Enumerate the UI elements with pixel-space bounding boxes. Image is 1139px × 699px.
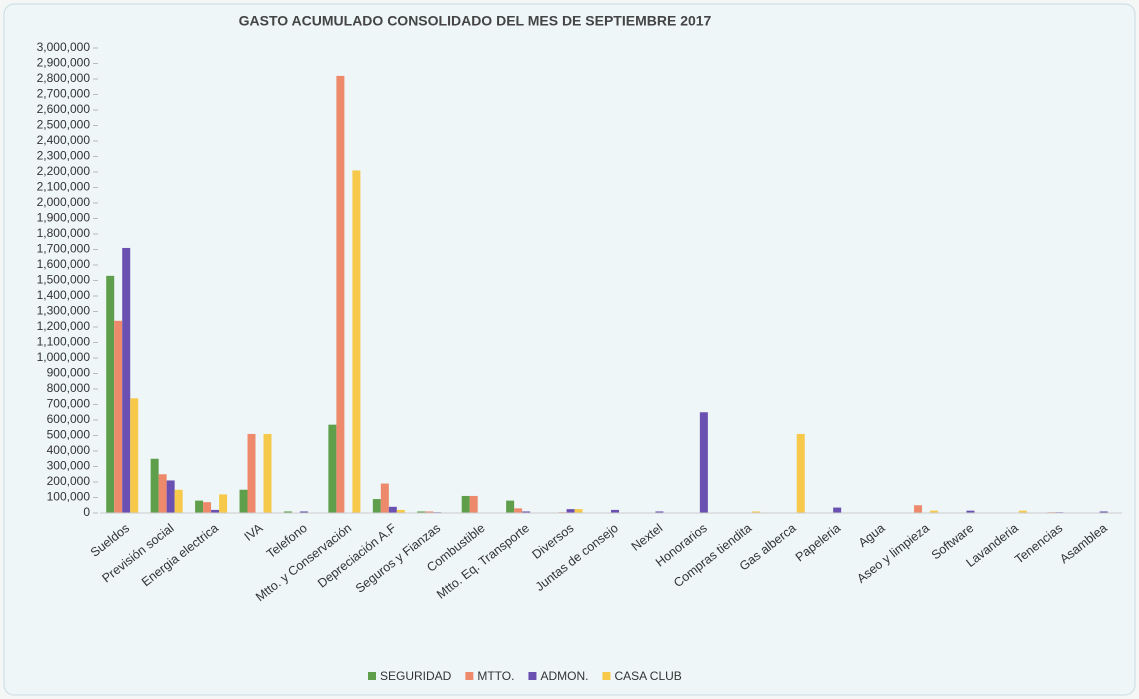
legend-label: ADMON. bbox=[540, 669, 588, 683]
legend-label: MTTO. bbox=[477, 669, 514, 683]
y-tick-label: 800,000 bbox=[47, 381, 91, 395]
bar bbox=[752, 511, 761, 513]
y-tick-label: 700,000 bbox=[47, 397, 91, 411]
y-tick-label: 1,200,000 bbox=[37, 319, 91, 333]
bar bbox=[699, 412, 708, 513]
y-tick-label: 1,700,000 bbox=[37, 242, 91, 256]
bar bbox=[930, 510, 939, 513]
bar bbox=[655, 511, 664, 513]
y-tick-label: 100,000 bbox=[47, 490, 91, 504]
y-tick-label: 1,900,000 bbox=[37, 211, 91, 225]
bar bbox=[239, 489, 248, 513]
bar bbox=[469, 495, 478, 513]
bar bbox=[211, 509, 220, 513]
chart-background bbox=[3, 3, 1136, 696]
bar bbox=[247, 433, 256, 513]
legend-swatch bbox=[368, 672, 376, 680]
bar bbox=[283, 511, 292, 513]
bar bbox=[566, 509, 575, 513]
y-tick-label: 600,000 bbox=[47, 412, 91, 426]
bar bbox=[158, 474, 167, 513]
bar bbox=[166, 480, 175, 513]
legend-label: SEGURIDAD bbox=[380, 669, 452, 683]
chart-title: GASTO ACUMULADO CONSOLIDADO DEL MES DE S… bbox=[239, 13, 712, 29]
bar bbox=[336, 75, 345, 514]
bar bbox=[130, 398, 139, 513]
y-tick-label: 2,900,000 bbox=[37, 56, 91, 70]
y-tick-label: 900,000 bbox=[47, 366, 91, 380]
y-tick-label: 1,400,000 bbox=[37, 288, 91, 302]
bar bbox=[328, 424, 337, 513]
bar bbox=[219, 494, 228, 513]
bar bbox=[114, 320, 123, 513]
y-tick-label: 3,000,000 bbox=[37, 40, 91, 54]
y-tick-label: 2,700,000 bbox=[37, 87, 91, 101]
bar bbox=[195, 500, 204, 513]
y-tick-label: 2,500,000 bbox=[37, 118, 91, 132]
y-tick-label: 0 bbox=[83, 505, 90, 519]
bar bbox=[522, 511, 531, 513]
y-tick-label: 1,500,000 bbox=[37, 273, 91, 287]
bar bbox=[150, 458, 159, 513]
bar bbox=[417, 511, 426, 513]
y-tick-label: 400,000 bbox=[47, 443, 91, 457]
y-tick-label: 2,100,000 bbox=[37, 180, 91, 194]
y-tick-label: 1,800,000 bbox=[37, 226, 91, 240]
bar bbox=[396, 509, 405, 513]
bar bbox=[914, 505, 923, 513]
bar bbox=[388, 506, 397, 513]
bar bbox=[372, 499, 381, 513]
bar bbox=[506, 500, 515, 513]
bar bbox=[263, 433, 272, 513]
y-tick-label: 1,100,000 bbox=[37, 335, 91, 349]
bar bbox=[106, 275, 115, 513]
y-tick-label: 2,200,000 bbox=[37, 164, 91, 178]
bar bbox=[1018, 510, 1027, 513]
bar bbox=[461, 495, 470, 513]
bar bbox=[203, 502, 212, 513]
y-tick-label: 200,000 bbox=[47, 474, 91, 488]
legend-label: CASA CLUB bbox=[614, 669, 681, 683]
legend-swatch bbox=[528, 672, 537, 680]
bar bbox=[352, 170, 361, 513]
y-tick-label: 2,000,000 bbox=[37, 195, 91, 209]
bar bbox=[574, 509, 583, 513]
y-tick-label: 1,300,000 bbox=[37, 304, 91, 318]
bar bbox=[833, 507, 842, 513]
bar bbox=[425, 511, 434, 513]
bar bbox=[514, 508, 523, 513]
y-tick-label: 1,000,000 bbox=[37, 350, 91, 364]
legend-swatch bbox=[465, 672, 474, 680]
y-tick-label: 2,600,000 bbox=[37, 102, 91, 116]
y-tick-label: 2,300,000 bbox=[37, 149, 91, 163]
legend-swatch bbox=[602, 672, 611, 680]
bar bbox=[796, 433, 805, 513]
bar bbox=[611, 509, 619, 513]
y-tick-label: 2,400,000 bbox=[37, 133, 91, 147]
y-tick-label: 2,800,000 bbox=[37, 71, 91, 85]
bar bbox=[174, 489, 183, 513]
bar bbox=[122, 247, 131, 513]
bar bbox=[380, 483, 389, 513]
y-tick-label: 1,600,000 bbox=[37, 257, 91, 271]
bar bbox=[299, 511, 308, 513]
bar bbox=[966, 510, 975, 513]
bar bbox=[1099, 511, 1108, 513]
y-tick-label: 500,000 bbox=[47, 428, 91, 442]
y-tick-label: 300,000 bbox=[47, 459, 91, 473]
